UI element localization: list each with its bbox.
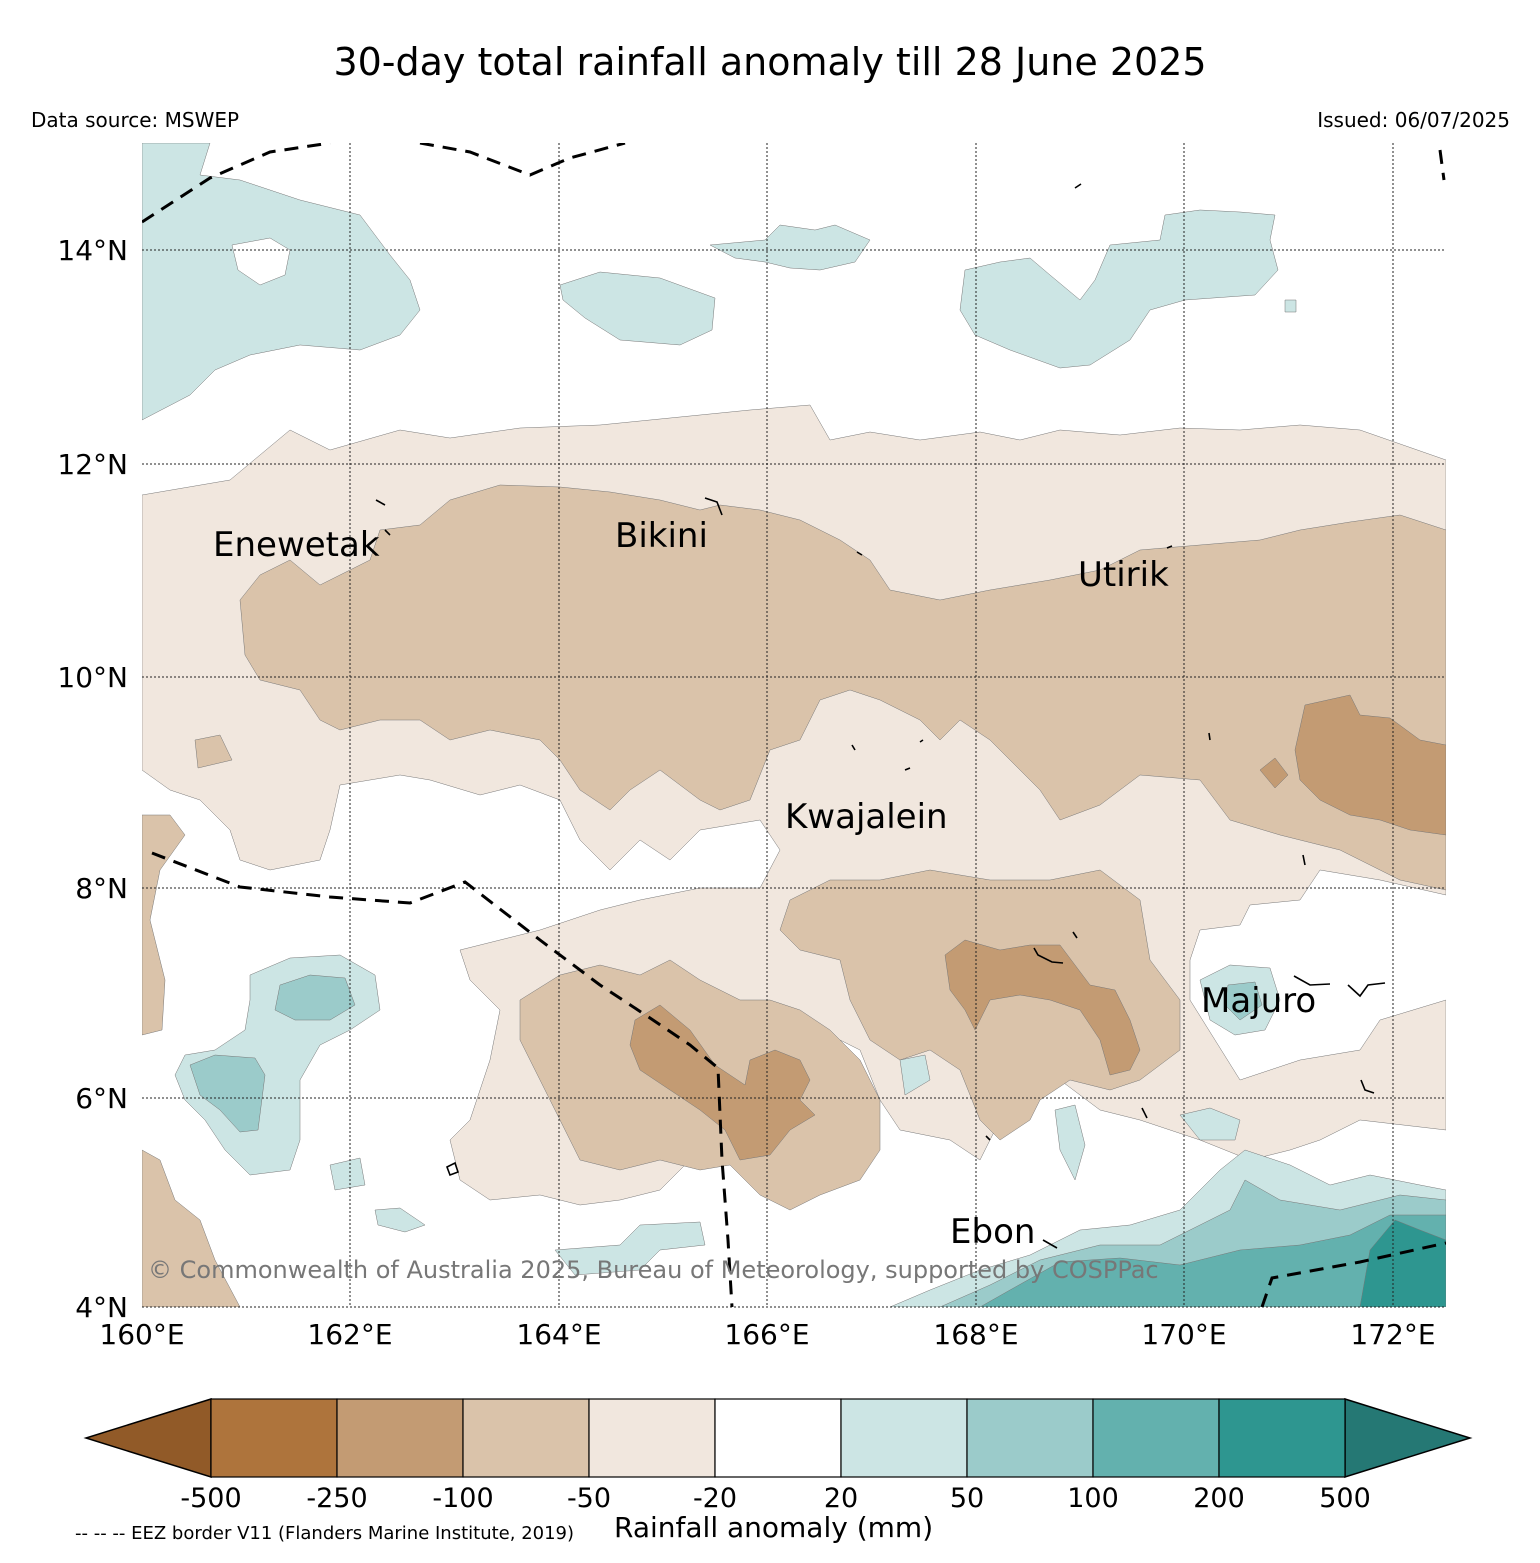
- wet-core-sw-1: [274, 974, 356, 1021]
- colorbar-tick-label: 500: [1319, 1483, 1371, 1514]
- wet-core-sw-2: [189, 1054, 266, 1133]
- lon-label-168e: 168°E: [933, 1318, 1018, 1351]
- lat-label-12n: 12°N: [57, 448, 128, 481]
- data-source: Data source: MSWEP: [31, 108, 240, 132]
- map-title: 30-day total rainfall anomaly till 28 Ju…: [333, 40, 1207, 84]
- colorbar-tick-label: 100: [1067, 1483, 1119, 1514]
- lat-label-10n: 10°N: [57, 661, 128, 694]
- colorbar-cell: [210, 1398, 338, 1478]
- wet-region-nw: [142, 143, 421, 421]
- lon-label-160e: 160°E: [99, 1318, 184, 1351]
- lon-label-162e: 162°E: [307, 1318, 392, 1351]
- colorbar-tick-label: -100: [432, 1483, 493, 1514]
- eez-border-note: -- -- -- EEZ border V11 (Flanders Marine…: [75, 1523, 575, 1544]
- lat-label-8n: 8°N: [75, 872, 128, 905]
- lon-label-166e: 166°E: [724, 1318, 809, 1351]
- place-label-majuro: Majuro: [1201, 981, 1316, 1021]
- place-label-bikini: Bikini: [615, 516, 708, 556]
- dry-band-moderate: [239, 484, 1446, 891]
- anomaly-field: [142, 143, 1446, 1307]
- colorbar-cell: [1218, 1398, 1346, 1478]
- colorbar-cell: [714, 1398, 842, 1478]
- colorbar-cell: [1092, 1398, 1220, 1478]
- graticule: [142, 143, 1446, 1308]
- eez-borders: [142, 143, 1446, 1307]
- colorbar-tick-label: -500: [180, 1483, 241, 1514]
- lat-label-4n: 4°N: [75, 1291, 128, 1324]
- colorbar-tick-label: 50: [950, 1483, 984, 1514]
- colorbar-tick-label: 20: [824, 1483, 858, 1514]
- colorbar: -500 -250 -100 -50 -20 20 50 100 200 500: [83, 1397, 1473, 1514]
- lon-label-170e: 170°E: [1141, 1318, 1226, 1351]
- copyright-notice: © Commonwealth of Australia 2025, Bureau…: [148, 1256, 1159, 1284]
- colorbar-cell: [336, 1398, 464, 1478]
- colorbar-cell: [966, 1398, 1094, 1478]
- colorbar-tick-label: -20: [693, 1483, 737, 1514]
- lon-label-164e: 164°E: [516, 1318, 601, 1351]
- place-label-ebon: Ebon: [950, 1212, 1035, 1252]
- colorbar-extend-low: [83, 1397, 212, 1479]
- colorbar-title: Rainfall anomaly (mm): [614, 1511, 934, 1544]
- islands: [375, 183, 1386, 1249]
- place-label-kwajalein: Kwajalein: [785, 797, 948, 837]
- place-label-utirik: Utirik: [1078, 555, 1169, 595]
- issued-date: Issued: 06/07/2025: [1317, 108, 1510, 132]
- dry-core-center: [944, 939, 1141, 1076]
- dry-band-west: [142, 814, 186, 1036]
- lat-label-14n: 14°N: [57, 234, 128, 267]
- colorbar-extend-high: [1344, 1397, 1473, 1479]
- wet-region-n-center: [559, 271, 716, 346]
- colorbar-cell: [462, 1398, 590, 1478]
- lat-label-6n: 6°N: [75, 1082, 128, 1115]
- colorbar-tick-label: 200: [1193, 1483, 1245, 1514]
- colorbar-cell: [840, 1398, 968, 1478]
- lon-label-172e: 172°E: [1350, 1318, 1435, 1351]
- dry-core-south: [629, 1004, 816, 1161]
- colorbar-tick-label: -250: [306, 1483, 367, 1514]
- colorbar-tick-label: -50: [567, 1483, 611, 1514]
- wet-region-n-strip: [709, 224, 871, 271]
- place-label-enewetak: Enewetak: [213, 525, 380, 565]
- dry-core-east: [1294, 694, 1446, 836]
- colorbar-cell: [588, 1398, 716, 1478]
